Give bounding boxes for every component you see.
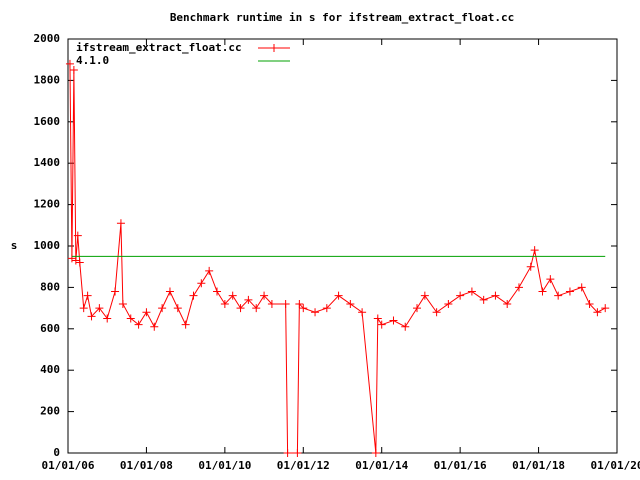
legend-marker [270,44,278,52]
data-point [479,295,488,304]
data-point [71,256,80,265]
y-tick-label: 0 [53,446,60,459]
data-point [444,299,453,308]
data-point [432,308,441,317]
data-point [538,287,547,296]
data-point [134,320,143,329]
x-tick-label: 01/01/12 [277,459,330,472]
data-point [116,219,125,228]
data-point [334,291,343,300]
data-point [87,312,96,321]
data-point [322,304,331,313]
data-point [75,258,84,267]
data-point [69,66,78,75]
data-point [165,287,174,296]
data-point [252,304,261,313]
y-tick-label: 1200 [34,198,61,211]
data-point [593,308,602,317]
data-point [236,304,245,313]
data-point [126,314,135,323]
data-point [389,316,398,325]
legend-label: 4.1.0 [76,54,109,67]
data-point [577,283,586,292]
data-point [83,291,92,300]
data-point [283,449,292,457]
data-point [67,254,76,263]
data-point [65,59,74,68]
data-point [142,308,151,317]
data-point [295,299,304,308]
data-point [514,283,523,292]
data-point [585,299,594,308]
data-point [503,299,512,308]
chart-title: Benchmark runtime in s for ifstream_extr… [170,11,514,24]
data-point [601,304,610,313]
data-point [111,287,120,296]
x-tick-label: 01/01/06 [42,459,95,472]
y-tick-label: 400 [40,363,60,376]
y-tick-label: 1600 [34,115,61,128]
x-tick-label: 01/01/14 [355,459,408,472]
x-tick-label: 01/01/08 [120,459,173,472]
data-point [358,308,367,317]
data-point [293,449,302,457]
y-tick-label: 2000 [34,32,61,45]
data-point [526,262,535,271]
data-point [554,291,563,300]
data-point [413,304,422,313]
data-point [299,304,308,313]
data-point [150,322,159,331]
y-tick-label: 1400 [34,156,61,169]
data-point [73,231,82,240]
x-tick-label: 01/01/18 [512,459,565,472]
data-point [373,314,382,323]
data-point [546,275,555,284]
data-point [197,279,206,288]
legend-label: ifstream_extract_float.cc [76,41,242,54]
data-point [181,320,190,329]
data-point [346,299,355,308]
data-point [467,287,476,296]
x-tick-label: 01/01/16 [434,459,487,472]
data-point [530,246,539,255]
data-point [260,291,269,300]
x-tick-label: 01/01/10 [198,459,251,472]
data-point [420,291,429,300]
data-point [79,304,88,313]
plot-frame [67,38,618,454]
y-tick-label: 1800 [34,73,61,86]
data-point [189,291,198,300]
y-tick-label: 1000 [34,239,61,252]
data-point [377,320,386,329]
x-tick-label: 01/01/20 [591,459,640,472]
data-point [228,291,237,300]
data-point [173,304,182,313]
data-point [267,299,276,308]
data-point [220,299,229,308]
data-point [205,266,214,275]
series-line [69,63,606,454]
y-tick-label: 200 [40,405,60,418]
data-point [281,299,290,308]
data-point [118,299,127,308]
data-point [456,291,465,300]
y-tick-label: 800 [40,280,60,293]
data-point [244,295,253,304]
data-point [158,304,167,313]
data-point [311,308,320,317]
data-point [95,304,104,313]
data-point [491,291,500,300]
data-point [401,322,410,331]
data-point [213,287,222,296]
y-tick-label: 600 [40,322,60,335]
data-point [103,314,112,323]
y-axis-label: s [11,239,18,252]
data-point [565,287,574,296]
data-point [371,449,380,457]
